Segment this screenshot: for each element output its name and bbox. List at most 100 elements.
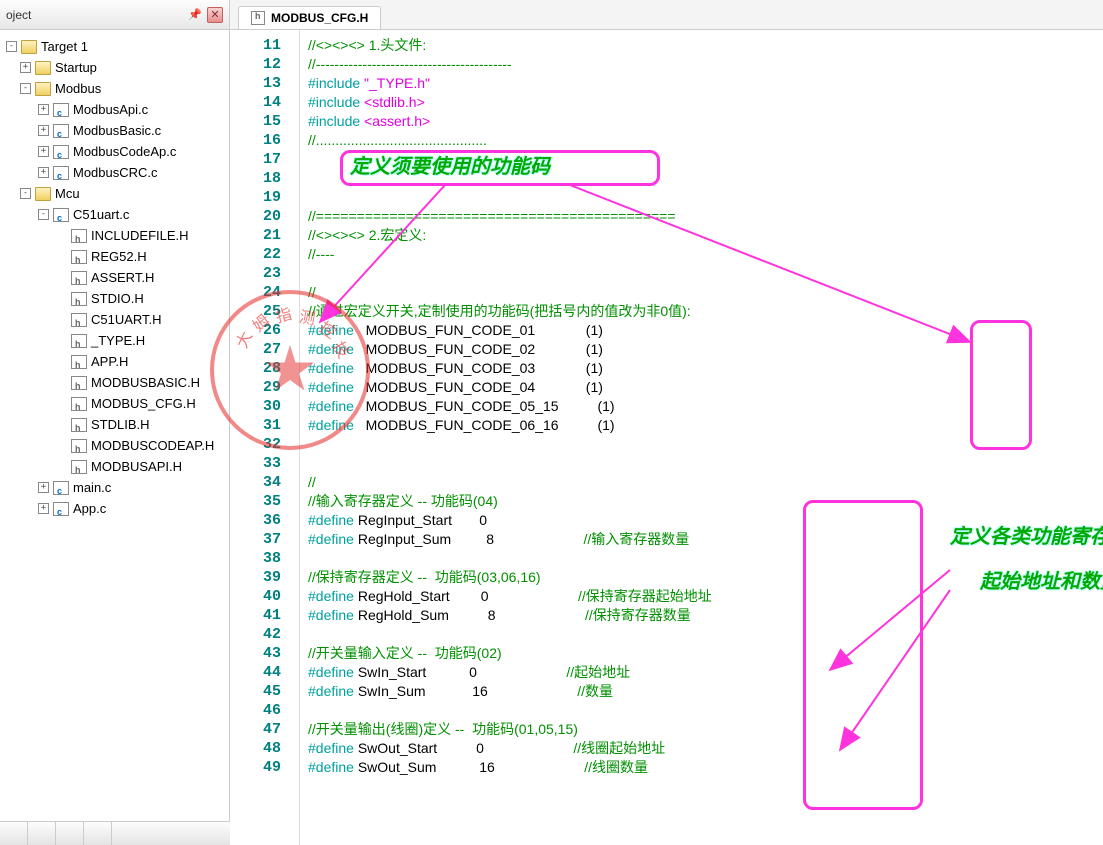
tree-item[interactable]: STDLIB.H xyxy=(2,414,227,435)
code-area[interactable]: //<><><> 1.头文件://-----------------------… xyxy=(300,30,1103,845)
toolbar-btn[interactable] xyxy=(84,822,112,845)
code-line[interactable]: // xyxy=(308,473,1103,492)
tree-item[interactable]: -Target 1 xyxy=(2,36,227,57)
line-number: 42 xyxy=(230,625,299,644)
code-line[interactable]: #define RegInput_Start 0 xyxy=(308,511,1103,530)
code-line[interactable] xyxy=(308,435,1103,454)
tree-item[interactable]: STDIO.H xyxy=(2,288,227,309)
line-number: 28 xyxy=(230,359,299,378)
code-line[interactable]: #define SwOut_Start 0 //线圈起始地址 xyxy=(308,739,1103,758)
expand-toggle[interactable]: + xyxy=(38,146,49,157)
tree-label: ModbusCRC.c xyxy=(73,163,158,182)
code-line[interactable]: //通过宏定义开关,定制使用的功能码(把括号内的值改为非0值): xyxy=(308,302,1103,321)
code-line[interactable]: #define RegInput_Sum 8 //输入寄存器数量 xyxy=(308,530,1103,549)
code-editor[interactable]: 1112131415161718192021222324252627282930… xyxy=(230,30,1103,845)
tree-item[interactable]: _TYPE.H xyxy=(2,330,227,351)
toolbar-btn[interactable] xyxy=(28,822,56,845)
expand-toggle[interactable]: - xyxy=(6,41,17,52)
tree-item[interactable]: MODBUS_CFG.H xyxy=(2,393,227,414)
tree-item[interactable]: +main.c xyxy=(2,477,227,498)
tree-item[interactable]: +Startup xyxy=(2,57,227,78)
project-tree[interactable]: -Target 1+Startup-Modbus+ModbusApi.c+Mod… xyxy=(0,30,229,845)
expand-toggle[interactable]: - xyxy=(20,188,31,199)
tree-item[interactable]: -Mcu xyxy=(2,183,227,204)
code-line[interactable]: //======================================… xyxy=(308,207,1103,226)
code-line[interactable] xyxy=(308,264,1103,283)
code-line[interactable]: #define MODBUS_FUN_CODE_06_16 (1) xyxy=(308,416,1103,435)
panel-toolbar xyxy=(0,821,230,845)
code-line[interactable] xyxy=(308,625,1103,644)
expand-toggle[interactable]: + xyxy=(38,125,49,136)
code-line[interactable] xyxy=(308,549,1103,568)
code-line[interactable]: //---- xyxy=(308,245,1103,264)
code-line[interactable]: #define MODBUS_FUN_CODE_02 (1) xyxy=(308,340,1103,359)
code-line[interactable]: //输入寄存器定义 -- 功能码(04) xyxy=(308,492,1103,511)
pin-icon[interactable]: 📌 xyxy=(187,7,203,23)
expand-toggle[interactable]: + xyxy=(38,482,49,493)
code-line[interactable]: //......................................… xyxy=(308,131,1103,150)
code-line[interactable]: #define SwOut_Sum 16 //线圈数量 xyxy=(308,758,1103,777)
code-line[interactable] xyxy=(308,454,1103,473)
line-number: 22 xyxy=(230,245,299,264)
code-line[interactable]: #define RegHold_Start 0 //保持寄存器起始地址 xyxy=(308,587,1103,606)
code-line[interactable]: // xyxy=(308,283,1103,302)
expand-toggle[interactable]: - xyxy=(20,83,31,94)
expand-toggle[interactable]: + xyxy=(20,62,31,73)
tree-item[interactable]: +ModbusApi.c xyxy=(2,99,227,120)
tree-item[interactable]: -Modbus xyxy=(2,78,227,99)
code-line[interactable]: //<><><> 1.头文件: xyxy=(308,36,1103,55)
code-line[interactable] xyxy=(308,150,1103,169)
expand-toggle[interactable]: + xyxy=(38,104,49,115)
tree-item[interactable]: C51UART.H xyxy=(2,309,227,330)
line-number: 25 xyxy=(230,302,299,321)
toolbar-btn[interactable] xyxy=(56,822,84,845)
tree-item[interactable]: + ModbusCRC.c xyxy=(2,162,227,183)
code-line[interactable]: //<><><> 2.宏定义: xyxy=(308,226,1103,245)
tree-item[interactable]: APP.H xyxy=(2,351,227,372)
code-line[interactable]: //开关量输出(线圈)定义 -- 功能码(01,05,15) xyxy=(308,720,1103,739)
tree-item[interactable]: +App.c xyxy=(2,498,227,519)
code-line[interactable]: #define MODBUS_FUN_CODE_05_15 (1) xyxy=(308,397,1103,416)
code-line[interactable]: #define MODBUS_FUN_CODE_03 (1) xyxy=(308,359,1103,378)
tree-item[interactable]: +ModbusBasic.c xyxy=(2,120,227,141)
expand-toggle[interactable]: - xyxy=(38,209,49,220)
expand-toggle[interactable]: + xyxy=(38,167,49,178)
cfile-icon xyxy=(53,208,69,222)
tree-item[interactable]: MODBUSCODEAP.H xyxy=(2,435,227,456)
tree-item[interactable]: MODBUSBASIC.H xyxy=(2,372,227,393)
code-line[interactable] xyxy=(308,188,1103,207)
code-line[interactable]: #include <assert.h> xyxy=(308,112,1103,131)
hfile-icon xyxy=(71,334,87,348)
tree-item[interactable]: ASSERT.H xyxy=(2,267,227,288)
tree-item[interactable]: +ModbusCodeAp.c xyxy=(2,141,227,162)
panel-close-button[interactable]: ✕ xyxy=(207,7,223,23)
tree-label: C51UART.H xyxy=(91,310,162,329)
line-number: 27 xyxy=(230,340,299,359)
editor-tab[interactable]: MODBUS_CFG.H xyxy=(238,6,381,29)
tree-item[interactable]: -C51uart.c xyxy=(2,204,227,225)
tree-item[interactable]: INCLUDEFILE.H xyxy=(2,225,227,246)
code-line[interactable] xyxy=(308,169,1103,188)
line-number: 37 xyxy=(230,530,299,549)
code-line[interactable]: #define SwIn_Start 0 //起始地址 xyxy=(308,663,1103,682)
code-line[interactable]: //保持寄存器定义 -- 功能码(03,06,16) xyxy=(308,568,1103,587)
expand-toggle[interactable]: + xyxy=(38,503,49,514)
code-line[interactable] xyxy=(308,701,1103,720)
code-line[interactable]: #include "_TYPE.h" xyxy=(308,74,1103,93)
hfile-icon xyxy=(71,460,87,474)
line-number: 24 xyxy=(230,283,299,302)
line-number: 30 xyxy=(230,397,299,416)
code-line[interactable]: //开关量输入定义 -- 功能码(02) xyxy=(308,644,1103,663)
line-number: 43 xyxy=(230,644,299,663)
code-line[interactable]: #include <stdlib.h> xyxy=(308,93,1103,112)
hfile-icon xyxy=(71,376,87,390)
tree-item[interactable]: REG52.H xyxy=(2,246,227,267)
code-line[interactable]: #define MODBUS_FUN_CODE_04 (1) xyxy=(308,378,1103,397)
line-number: 26 xyxy=(230,321,299,340)
code-line[interactable]: //--------------------------------------… xyxy=(308,55,1103,74)
code-line[interactable]: #define MODBUS_FUN_CODE_01 (1) xyxy=(308,321,1103,340)
toolbar-btn[interactable] xyxy=(0,822,28,845)
code-line[interactable]: #define SwIn_Sum 16 //数量 xyxy=(308,682,1103,701)
code-line[interactable]: #define RegHold_Sum 8 //保持寄存器数量 xyxy=(308,606,1103,625)
tree-item[interactable]: MODBUSAPI.H xyxy=(2,456,227,477)
